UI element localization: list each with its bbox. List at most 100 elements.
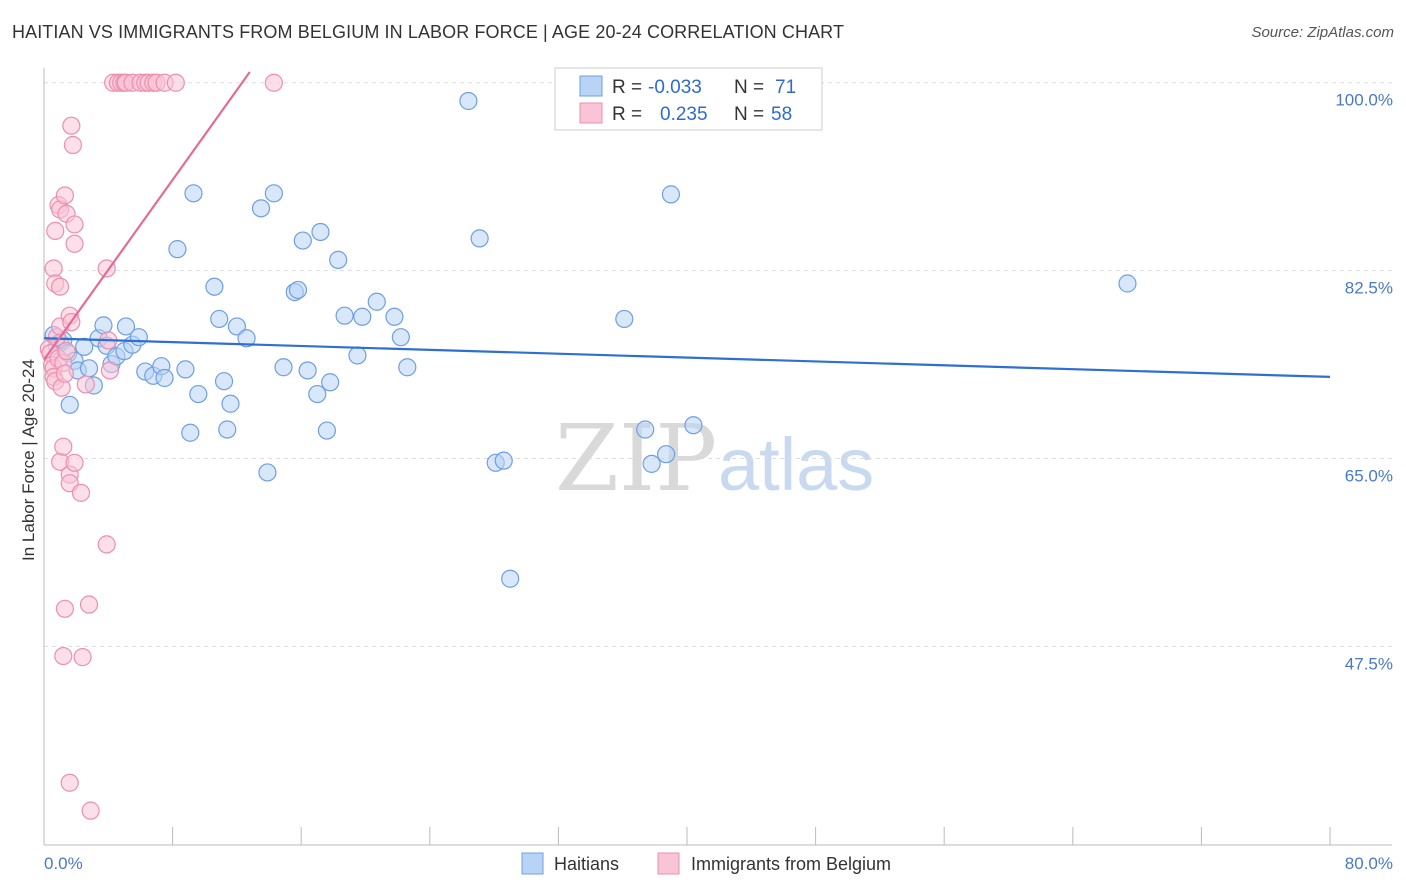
haitians-point-66 xyxy=(684,416,703,435)
haitians-point-44 xyxy=(308,384,327,404)
belgium-point-30 xyxy=(62,116,81,135)
tick-labels: 100.0% 82.5% 65.0% 47.5% 0.0% 80.0% xyxy=(44,91,1393,873)
source-label: Source: ZipAtlas.com xyxy=(1251,24,1394,41)
belgium-point-36 xyxy=(54,646,73,666)
belgium-point-27 xyxy=(65,453,84,472)
watermark-atlas: atlas xyxy=(718,423,874,506)
haitians-point-9 xyxy=(79,359,99,378)
haitians-point-65 xyxy=(661,185,681,204)
bottom-legend-label-belgium: Immigrants from Belgium xyxy=(691,854,891,874)
belgium-point-32 xyxy=(71,483,91,502)
haitians-point-63 xyxy=(642,454,661,473)
bottom-legend-label-haitians: Haitians xyxy=(554,854,619,874)
belgium-point-29 xyxy=(65,215,84,234)
haitians-point-31 xyxy=(214,372,234,391)
belgium-point-15 xyxy=(44,259,63,278)
belgium-point-40 xyxy=(97,535,116,554)
haitians-point-34 xyxy=(227,317,246,336)
haitians-point-35 xyxy=(237,329,256,348)
bottom-legend: Haitians Immigrants from Belgium xyxy=(521,852,891,875)
belgium-point-17 xyxy=(46,221,65,240)
legend-n-label-pink: N = xyxy=(734,104,764,125)
haitians-point-32 xyxy=(218,420,237,439)
y-axis-label: In Labor Force | Age 20-24 xyxy=(19,359,38,561)
legend-swatch-pink xyxy=(579,102,603,124)
belgium-point-41 xyxy=(97,259,116,278)
haitians-point-43 xyxy=(298,361,317,380)
haitians-point-30 xyxy=(210,309,229,329)
haitians-point-56 xyxy=(459,91,478,111)
haitians-point-25 xyxy=(176,360,195,379)
haitians-point-23 xyxy=(155,368,174,388)
haitians-point-37 xyxy=(258,463,277,482)
haitians-point-61 xyxy=(615,309,634,329)
belgium-point-57 xyxy=(264,73,283,92)
legend-r-label-pink: R = xyxy=(612,104,642,125)
haitians-point-53 xyxy=(385,307,404,326)
haitians-point-51 xyxy=(353,307,372,326)
belgium-trend-line xyxy=(43,71,251,361)
legend-n-value-blue: 71 xyxy=(775,77,796,98)
belgium-point-56 xyxy=(166,73,185,92)
y-tick-label-1: 82.5% xyxy=(1345,279,1393,298)
x-tick-label-0: 0.0% xyxy=(44,854,83,873)
belgium-point-31 xyxy=(63,135,83,155)
belgium-point-33 xyxy=(76,375,95,394)
haitians-point-29 xyxy=(205,277,224,296)
y-tick-label-3: 47.5% xyxy=(1345,654,1393,673)
haitians-point-62 xyxy=(636,420,655,439)
belgium-points xyxy=(39,73,283,820)
haitians-point-28 xyxy=(189,384,208,404)
haitians-point-41 xyxy=(288,280,308,300)
trend-lines xyxy=(43,71,1331,379)
haitians-point-47 xyxy=(321,373,340,392)
legend-r-label-blue: R = xyxy=(612,77,642,98)
bottom-legend-swatch-belgium xyxy=(657,852,680,875)
belgium-point-43 xyxy=(100,361,120,380)
haitians-point-12 xyxy=(94,316,113,335)
chart-title: HAITIAN VS IMMIGRANTS FROM BELGIUM IN LA… xyxy=(12,22,845,42)
haitians-point-54 xyxy=(391,328,410,347)
y-tick-label-0: 100.0% xyxy=(1335,91,1393,110)
haitians-point-26 xyxy=(181,423,200,442)
belgium-point-20 xyxy=(50,277,70,296)
belgium-point-37 xyxy=(73,648,92,667)
haitians-point-8 xyxy=(75,337,94,356)
belgium-point-35 xyxy=(55,599,74,618)
watermark: ZIP atlas xyxy=(555,405,874,512)
haitians-point-5 xyxy=(60,395,79,414)
haitians-point-48 xyxy=(329,250,348,269)
belgium-point-39 xyxy=(81,801,100,820)
haitians-point-46 xyxy=(317,421,337,440)
haitians-point-55 xyxy=(398,358,417,377)
legend-n-value-pink: 58 xyxy=(771,104,792,125)
belgium-point-22 xyxy=(54,437,73,456)
belgium-point-38 xyxy=(60,773,79,792)
haitians-point-59 xyxy=(494,451,513,470)
legend-r-value-blue: -0.033 xyxy=(648,77,702,98)
haitians-point-36 xyxy=(251,199,271,218)
haitians-trend-line xyxy=(43,337,1331,379)
belgium-point-28 xyxy=(65,234,84,253)
haitians-point-57 xyxy=(470,229,489,248)
haitians-point-33 xyxy=(221,394,240,413)
haitians-point-17 xyxy=(116,317,136,336)
haitians-point-42 xyxy=(293,231,312,250)
belgium-point-34 xyxy=(79,595,99,614)
stats-legend: R = -0.033 N = 71 R = 0.235 N = 58 xyxy=(554,67,823,131)
haitians-point-52 xyxy=(367,292,386,311)
axes xyxy=(43,68,1392,846)
legend-n-label-blue: N = xyxy=(734,77,764,98)
haitians-point-38 xyxy=(264,184,283,203)
legend-r-value-pink: 0.235 xyxy=(660,104,708,125)
legend-swatch-blue xyxy=(579,75,603,97)
y-tick-label-2: 65.0% xyxy=(1345,467,1393,486)
haitians-point-27 xyxy=(184,184,203,203)
x-tick-label-1: 80.0% xyxy=(1345,854,1393,873)
haitians-point-64 xyxy=(657,445,676,464)
haitians-point-45 xyxy=(311,222,330,242)
haitians-point-19 xyxy=(129,328,148,347)
grid-lines xyxy=(44,82,1392,647)
belgium-point-23 xyxy=(55,186,74,205)
